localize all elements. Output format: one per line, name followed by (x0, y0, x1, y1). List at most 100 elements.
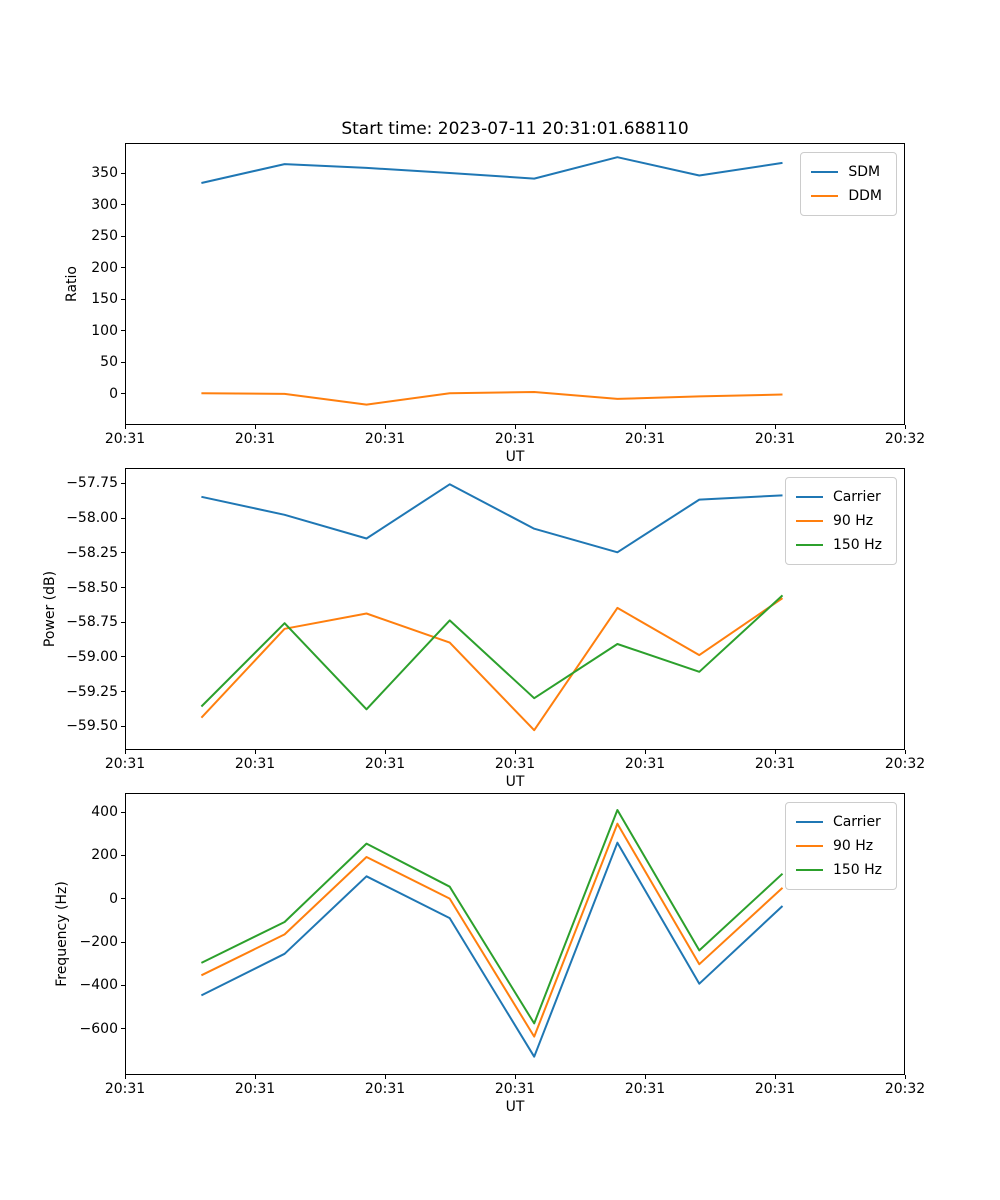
y-tick-label: 100 (91, 322, 118, 339)
series-line-150-hz (200, 594, 784, 711)
x-tick-label: 20:31 (234, 431, 276, 447)
y-tick-label: 350 (91, 165, 118, 182)
legend-entry-ddm: DDM (811, 184, 886, 208)
x-tick-label: 20:32 (884, 1081, 926, 1097)
x-tick-mark (124, 425, 126, 429)
series-line-90-hz (200, 597, 784, 732)
y-tick-label: 50 (100, 354, 118, 371)
y-tick-label: 150 (91, 291, 118, 308)
legend-line-swatch (795, 869, 823, 871)
x-tick-mark (124, 1075, 126, 1079)
y-tick-label: −58.25 (66, 544, 118, 561)
y-tick-mark (121, 393, 125, 394)
x-tick-mark (254, 425, 256, 429)
x-tick-mark (774, 425, 776, 429)
y-tick-label: 400 (91, 804, 118, 821)
y-tick-mark (121, 204, 125, 206)
y-tick-label: 200 (91, 847, 118, 864)
subplot-ratio (125, 143, 905, 425)
frequency-x-axis-label: UT (505, 1099, 525, 1115)
x-tick-mark (124, 750, 126, 754)
legend-entry-label: Carrier (832, 489, 881, 505)
y-tick-mark (121, 517, 125, 519)
y-tick-mark (121, 656, 125, 658)
ratio-plot-lines (201, 156, 783, 406)
y-tick-mark (121, 235, 125, 237)
x-tick-label: 20:31 (104, 431, 146, 447)
x-tick-label: 20:31 (494, 1081, 536, 1097)
legend-line-swatch (811, 171, 839, 173)
y-tick-label: −400 (79, 977, 118, 994)
legend-entry-label: 90 Hz (832, 513, 874, 529)
y-tick-mark (121, 552, 125, 554)
y-tick-mark (121, 898, 125, 900)
y-tick-label: −58.75 (66, 614, 118, 631)
legend-entry-150-hz: 150 Hz (795, 858, 886, 882)
x-tick-label: 20:31 (234, 1081, 276, 1097)
x-tick-label: 20:31 (364, 1081, 406, 1097)
legend-entry-label: SDM (848, 164, 881, 180)
legend-entry-carrier: Carrier (795, 485, 886, 509)
x-tick-mark (514, 425, 516, 429)
legend-line-swatch (795, 544, 823, 546)
y-tick-mark (121, 854, 125, 856)
power-x-axis-label: UT (505, 774, 525, 790)
y-tick-mark (121, 984, 125, 986)
legend-line-swatch (795, 845, 823, 847)
y-tick-label: −57.75 (66, 475, 118, 492)
legend-entry-90-hz: 90 Hz (795, 509, 886, 533)
legend-entry-label: Carrier (832, 814, 881, 830)
x-tick-mark (904, 425, 906, 429)
power-legend: Carrier 90 Hz 150 Hz (784, 477, 897, 565)
y-tick-mark (121, 621, 125, 623)
x-tick-label: 20:31 (754, 431, 796, 447)
y-tick-mark (121, 587, 125, 588)
y-tick-label: −200 (79, 934, 118, 950)
y-tick-label: −58.50 (66, 579, 118, 596)
ratio-x-axis-label: UT (505, 449, 525, 465)
x-tick-label: 20:31 (624, 1081, 666, 1097)
y-tick-mark (121, 330, 125, 332)
x-tick-mark (254, 1075, 256, 1079)
series-line-carrier (201, 483, 783, 554)
y-tick-label: 0 (109, 385, 118, 402)
y-tick-label: 250 (91, 228, 118, 245)
x-tick-label: 20:31 (624, 756, 666, 772)
x-tick-label: 20:31 (754, 756, 796, 772)
y-tick-mark (121, 811, 125, 813)
x-tick-mark (644, 425, 646, 429)
series-line-sdm (201, 156, 783, 184)
y-tick-mark (121, 941, 125, 943)
series-line-carrier (200, 841, 784, 1058)
x-tick-mark (514, 1075, 516, 1079)
x-tick-mark (384, 1075, 386, 1079)
series-line-150-hz (200, 809, 784, 1025)
y-tick-label: −59.25 (66, 683, 118, 700)
x-tick-label: 20:31 (494, 431, 536, 447)
x-tick-label: 20:31 (754, 1081, 796, 1097)
legend-entry-150-hz: 150 Hz (795, 533, 886, 557)
x-tick-mark (904, 1075, 906, 1079)
x-tick-label: 20:31 (104, 1081, 146, 1097)
ratio-legend: SDM DDM (800, 152, 897, 216)
x-tick-label: 20:32 (884, 756, 926, 772)
x-tick-label: 20:31 (104, 756, 146, 772)
y-tick-mark (121, 725, 125, 727)
x-tick-label: 20:31 (494, 756, 536, 772)
y-tick-label: −59.50 (66, 718, 118, 735)
y-tick-mark (121, 267, 125, 269)
x-tick-mark (774, 1075, 776, 1079)
x-tick-label: 20:31 (364, 431, 406, 447)
x-tick-label: 20:31 (234, 756, 276, 772)
y-tick-mark (121, 361, 125, 363)
legend-entry-label: 90 Hz (832, 838, 874, 854)
series-line-ddm (201, 391, 783, 406)
y-tick-label: −600 (79, 1020, 118, 1037)
y-tick-label: −58.00 (66, 510, 118, 526)
frequency-plot-lines (200, 809, 784, 1058)
x-tick-mark (514, 750, 516, 754)
x-tick-label: 20:32 (884, 431, 926, 447)
x-tick-mark (904, 750, 906, 754)
legend-line-swatch (811, 195, 839, 197)
